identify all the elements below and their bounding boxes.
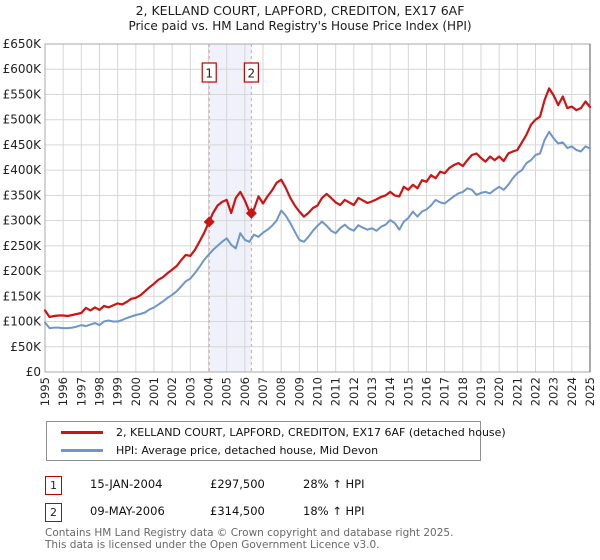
marker-number-box bbox=[201, 62, 217, 83]
x-axis-tick-label: 2010 bbox=[311, 377, 325, 406]
transaction-diamond-marker bbox=[245, 207, 257, 219]
page-title: 2, KELLAND COURT, LAPFORD, CREDITON, EX1… bbox=[135, 3, 465, 18]
transaction-number-badge: 2 bbox=[45, 503, 62, 522]
x-axis-tick-label: 2005 bbox=[220, 377, 234, 406]
price-line bbox=[44, 130, 591, 330]
price-line bbox=[43, 87, 592, 319]
legend-row-hpi: HPI: Average price, detached house, Mid … bbox=[47, 443, 480, 458]
transaction-date: 15-JAN-2004 bbox=[90, 477, 163, 491]
y-axis-tick-label: £200K bbox=[3, 264, 43, 278]
y-axis-tick-label: £300K bbox=[3, 214, 43, 228]
x-axis-tick-label: 2009 bbox=[292, 377, 306, 406]
x-axis-tick-label: 2021 bbox=[510, 377, 524, 406]
transaction-price: £314,500 bbox=[210, 504, 265, 518]
legend-row-property: 2, KELLAND COURT, LAPFORD, CREDITON, EX1… bbox=[47, 425, 506, 440]
x-axis-tick-label: 2022 bbox=[529, 377, 543, 406]
x-axis-tick-label: 2012 bbox=[347, 377, 361, 406]
x-axis-tick-label: 2020 bbox=[492, 377, 506, 406]
transaction-price: £297,500 bbox=[210, 477, 265, 491]
license-footer-line1: Contains HM Land Registry data © Crown c… bbox=[45, 527, 454, 539]
price-chart: 1 2 £0 £50K £100K £150K £200K £250K £300K £350K £4… bbox=[3, 37, 597, 406]
page-subtitle: Price paid vs. HM Land Registry's House … bbox=[128, 19, 472, 33]
hpi-line-swatch bbox=[61, 448, 103, 452]
y-axis-tick-label: £650K bbox=[3, 37, 43, 51]
transaction-date: 09-MAY-2006 bbox=[90, 504, 165, 518]
x-axis-tick-label: 1998 bbox=[93, 377, 107, 406]
y-axis-tick-label: £500K bbox=[3, 113, 43, 127]
license-footer: Contains HM Land Registry data © Crown c… bbox=[45, 527, 585, 551]
x-axis-tick-label: 2008 bbox=[274, 377, 288, 406]
x-axis-tick-label: 2025 bbox=[583, 377, 597, 406]
x-axis-tick-label: 2019 bbox=[474, 377, 488, 406]
y-axis-tick-label: £450K bbox=[3, 138, 43, 152]
x-axis-tick-label: 2002 bbox=[165, 377, 179, 406]
x-axis-tick-label: 2017 bbox=[438, 377, 452, 406]
y-axis-tick-label: £50K bbox=[10, 340, 42, 354]
chart-legend: 2, KELLAND COURT, LAPFORD, CREDITON, EX1… bbox=[46, 421, 506, 461]
y-axis-tick-label: £600K bbox=[3, 62, 43, 76]
license-footer-line2: This data is licensed under the Open Gov… bbox=[45, 538, 380, 551]
x-axis-tick-label: 2011 bbox=[329, 377, 343, 406]
x-axis-tick-label: 2014 bbox=[383, 377, 397, 406]
x-axis-tick-label: 2023 bbox=[547, 377, 561, 406]
x-axis-tick-label: 1995 bbox=[38, 377, 52, 406]
transaction-row: 1 15-JAN-2004 £297,500 28% ↑ HPI bbox=[0, 476, 600, 495]
y-axis-tick-label: £150K bbox=[3, 289, 43, 303]
property-line-swatch bbox=[61, 430, 103, 434]
x-axis-tick-label: 2018 bbox=[456, 377, 470, 406]
y-axis-tick-label: £550K bbox=[3, 87, 43, 101]
marker-number-label: 1 bbox=[205, 67, 213, 81]
property-legend-label: 2, KELLAND COURT, LAPFORD, CREDITON, EX1… bbox=[116, 425, 506, 439]
y-axis-tick-label: £350K bbox=[3, 188, 43, 202]
transaction-number-badge: 1 bbox=[45, 476, 62, 495]
transaction-row: 2 09-MAY-2006 £314,500 18% ↑ HPI bbox=[0, 503, 600, 522]
marker-number-label: 2 bbox=[248, 67, 256, 81]
x-axis-tick-label: 2004 bbox=[202, 377, 216, 406]
y-axis-tick-label: £100K bbox=[3, 315, 43, 329]
x-axis-tick-label: 2000 bbox=[129, 377, 143, 406]
x-axis-tick-label: 1999 bbox=[111, 377, 125, 406]
transaction-diamond-marker bbox=[203, 216, 215, 228]
x-axis-tick-label: 2006 bbox=[238, 377, 252, 406]
marker-number-box bbox=[243, 62, 259, 83]
x-axis-tick-label: 1997 bbox=[74, 377, 88, 406]
transaction-hpi-change: 28% ↑ HPI bbox=[303, 477, 365, 491]
x-axis-tick-label: 2015 bbox=[401, 377, 415, 406]
y-axis-tick-label: £0 bbox=[26, 365, 41, 379]
x-axis-tick-label: 2024 bbox=[565, 377, 579, 406]
hpi-legend-label: HPI: Average price, detached house, Mid … bbox=[116, 443, 379, 457]
x-axis-tick-label: 2007 bbox=[256, 377, 270, 406]
x-axis-tick-label: 2013 bbox=[365, 377, 379, 406]
x-axis-tick-label: 2003 bbox=[183, 377, 197, 406]
transaction-hpi-change: 18% ↑ HPI bbox=[303, 504, 365, 518]
x-axis-tick-label: 1996 bbox=[56, 377, 70, 406]
x-axis-tick-label: 2016 bbox=[420, 377, 434, 406]
y-axis-tick-label: £400K bbox=[3, 163, 43, 177]
y-axis-tick-label: £250K bbox=[3, 239, 43, 253]
x-axis-tick-label: 2001 bbox=[147, 377, 161, 406]
